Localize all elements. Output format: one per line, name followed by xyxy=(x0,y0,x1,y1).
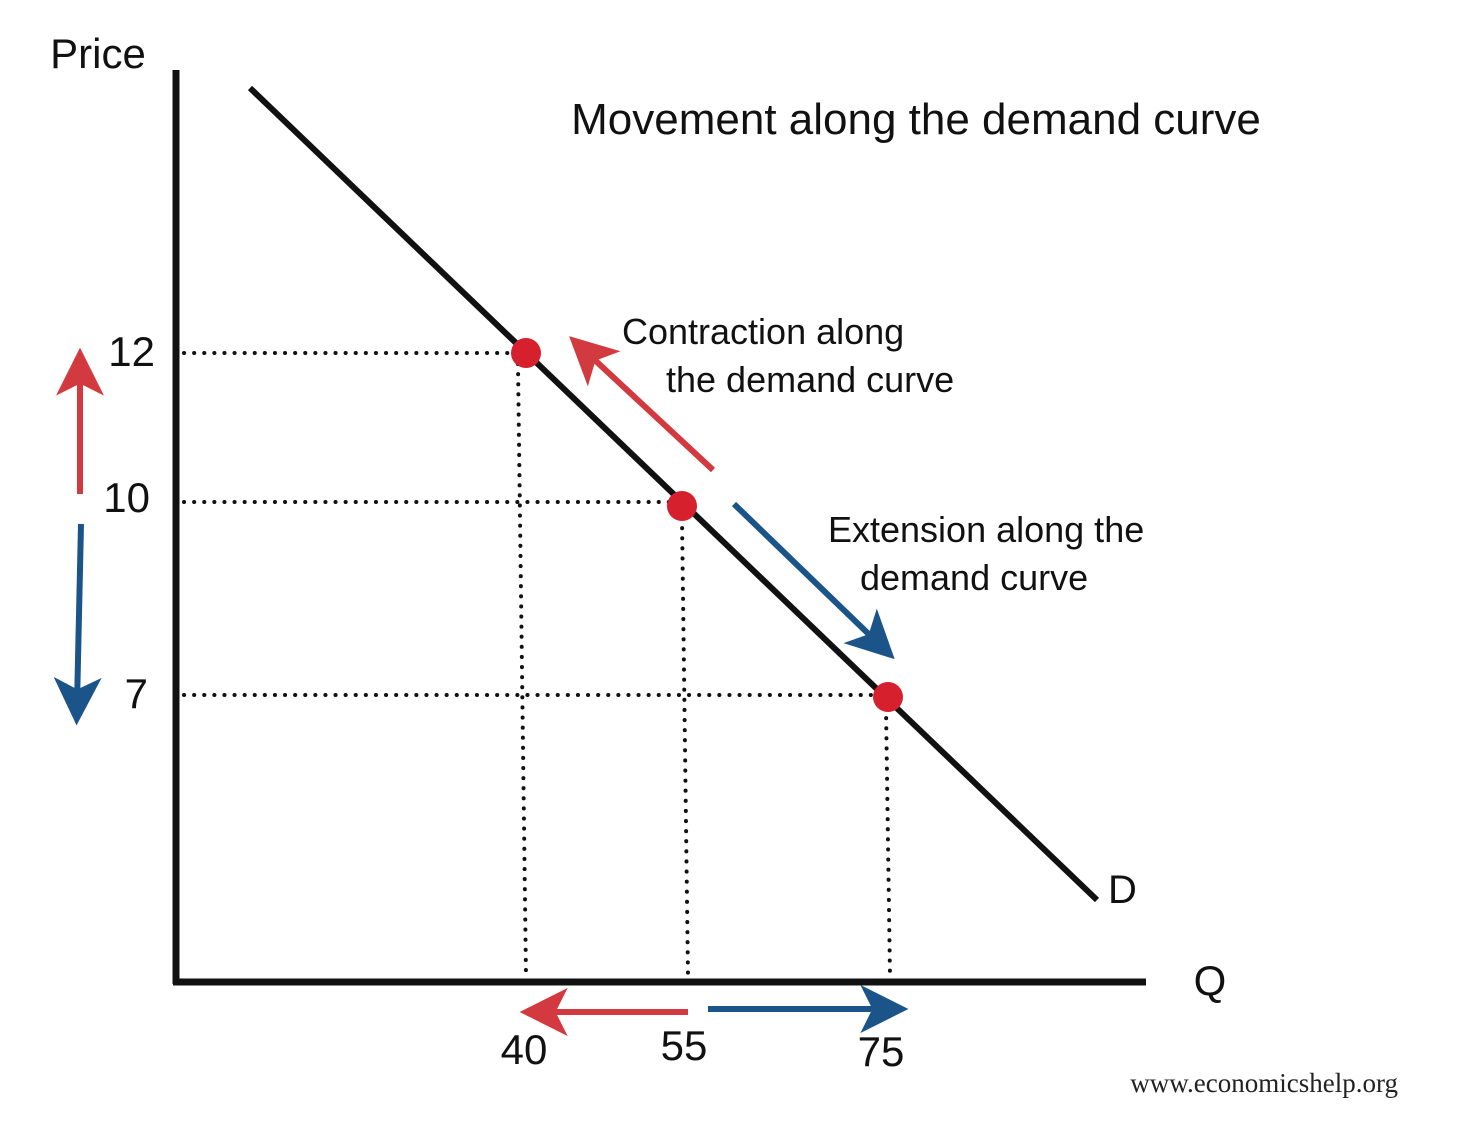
x-axis-label: Q xyxy=(1194,957,1227,1004)
data-points xyxy=(511,338,903,712)
guide-qty-40 xyxy=(516,362,528,978)
y-tick-label-7: 7 xyxy=(125,670,148,717)
guide-qty-75 xyxy=(884,706,892,978)
contraction-label-line-1: Contraction along xyxy=(622,311,904,352)
x-tick-label-55: 55 xyxy=(661,1022,708,1069)
axes xyxy=(172,70,1146,986)
extension-label-line-1: Extension along the xyxy=(828,509,1144,550)
data-point-q75-p7 xyxy=(873,682,903,712)
diagram-title: Movement along the demand curve xyxy=(571,95,1261,144)
x-tick-label-40: 40 xyxy=(501,1026,548,1073)
y-tick-label-10: 10 xyxy=(103,474,150,521)
guide-qty-55 xyxy=(680,516,690,978)
source-credit: www.economicshelp.org xyxy=(1130,1068,1398,1098)
x-tick-label-75: 75 xyxy=(858,1028,905,1075)
data-point-q40-p12 xyxy=(511,338,541,368)
price-down-arrow xyxy=(53,523,102,726)
contraction-label-line-2: the demand curve xyxy=(666,359,954,400)
data-point-q55-p10 xyxy=(667,491,697,521)
extension-label-line-2: demand curve xyxy=(860,557,1088,598)
y-axis-label: Price xyxy=(50,30,146,77)
curve-label-d: D xyxy=(1108,868,1137,912)
contraction-arrow xyxy=(569,336,716,473)
extension-arrow xyxy=(731,501,895,660)
y-tick-label-12: 12 xyxy=(108,328,155,375)
guide-lines xyxy=(182,351,892,978)
